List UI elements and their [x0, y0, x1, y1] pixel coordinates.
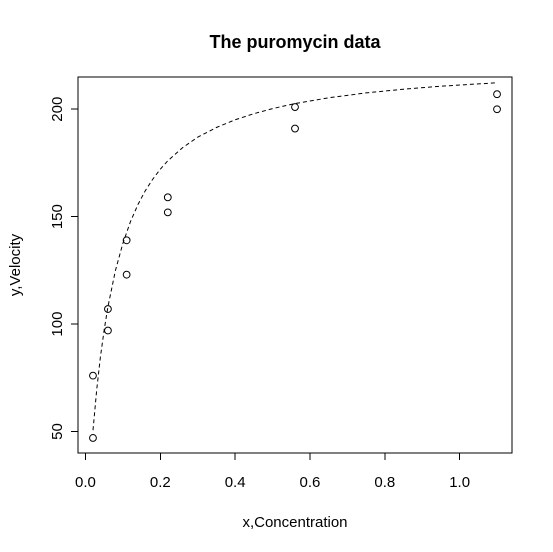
- data-point: [493, 90, 501, 99]
- x-tick-label: 1.0: [449, 474, 470, 491]
- x-tick-label: 0.0: [75, 474, 96, 491]
- data-points: [89, 90, 501, 442]
- data-point: [104, 326, 112, 335]
- x-tick-label: 0.2: [150, 474, 171, 491]
- y-tick-label: 150: [49, 204, 66, 229]
- fitted-curve: [92, 82, 498, 431]
- data-point: [122, 270, 131, 279]
- chart-title: The puromycin data: [209, 32, 381, 52]
- x-tick-label: 0.6: [300, 474, 321, 491]
- y-axis-title: y,Velocity: [7, 233, 24, 296]
- y-axis: 50 100 150 200: [49, 97, 79, 440]
- data-point: [104, 305, 112, 313]
- x-tick-label: 0.4: [225, 474, 246, 491]
- data-point: [163, 193, 172, 202]
- y-tick-label: 50: [49, 423, 66, 440]
- data-point: [493, 105, 501, 114]
- data-point: [291, 124, 299, 133]
- data-point: [89, 371, 97, 380]
- y-tick-label: 100: [49, 312, 66, 337]
- x-tick-label: 0.8: [374, 474, 395, 491]
- x-axis-title: x,Concentration: [242, 514, 347, 531]
- data-point: [89, 434, 97, 442]
- data-point: [122, 236, 131, 245]
- plot-frame: [77, 76, 513, 454]
- data-point: [291, 103, 299, 111]
- y-tick-label: 200: [49, 97, 66, 122]
- x-axis: 0.0 0.2 0.4 0.6 0.8 1.0: [75, 452, 470, 491]
- data-point: [163, 208, 172, 217]
